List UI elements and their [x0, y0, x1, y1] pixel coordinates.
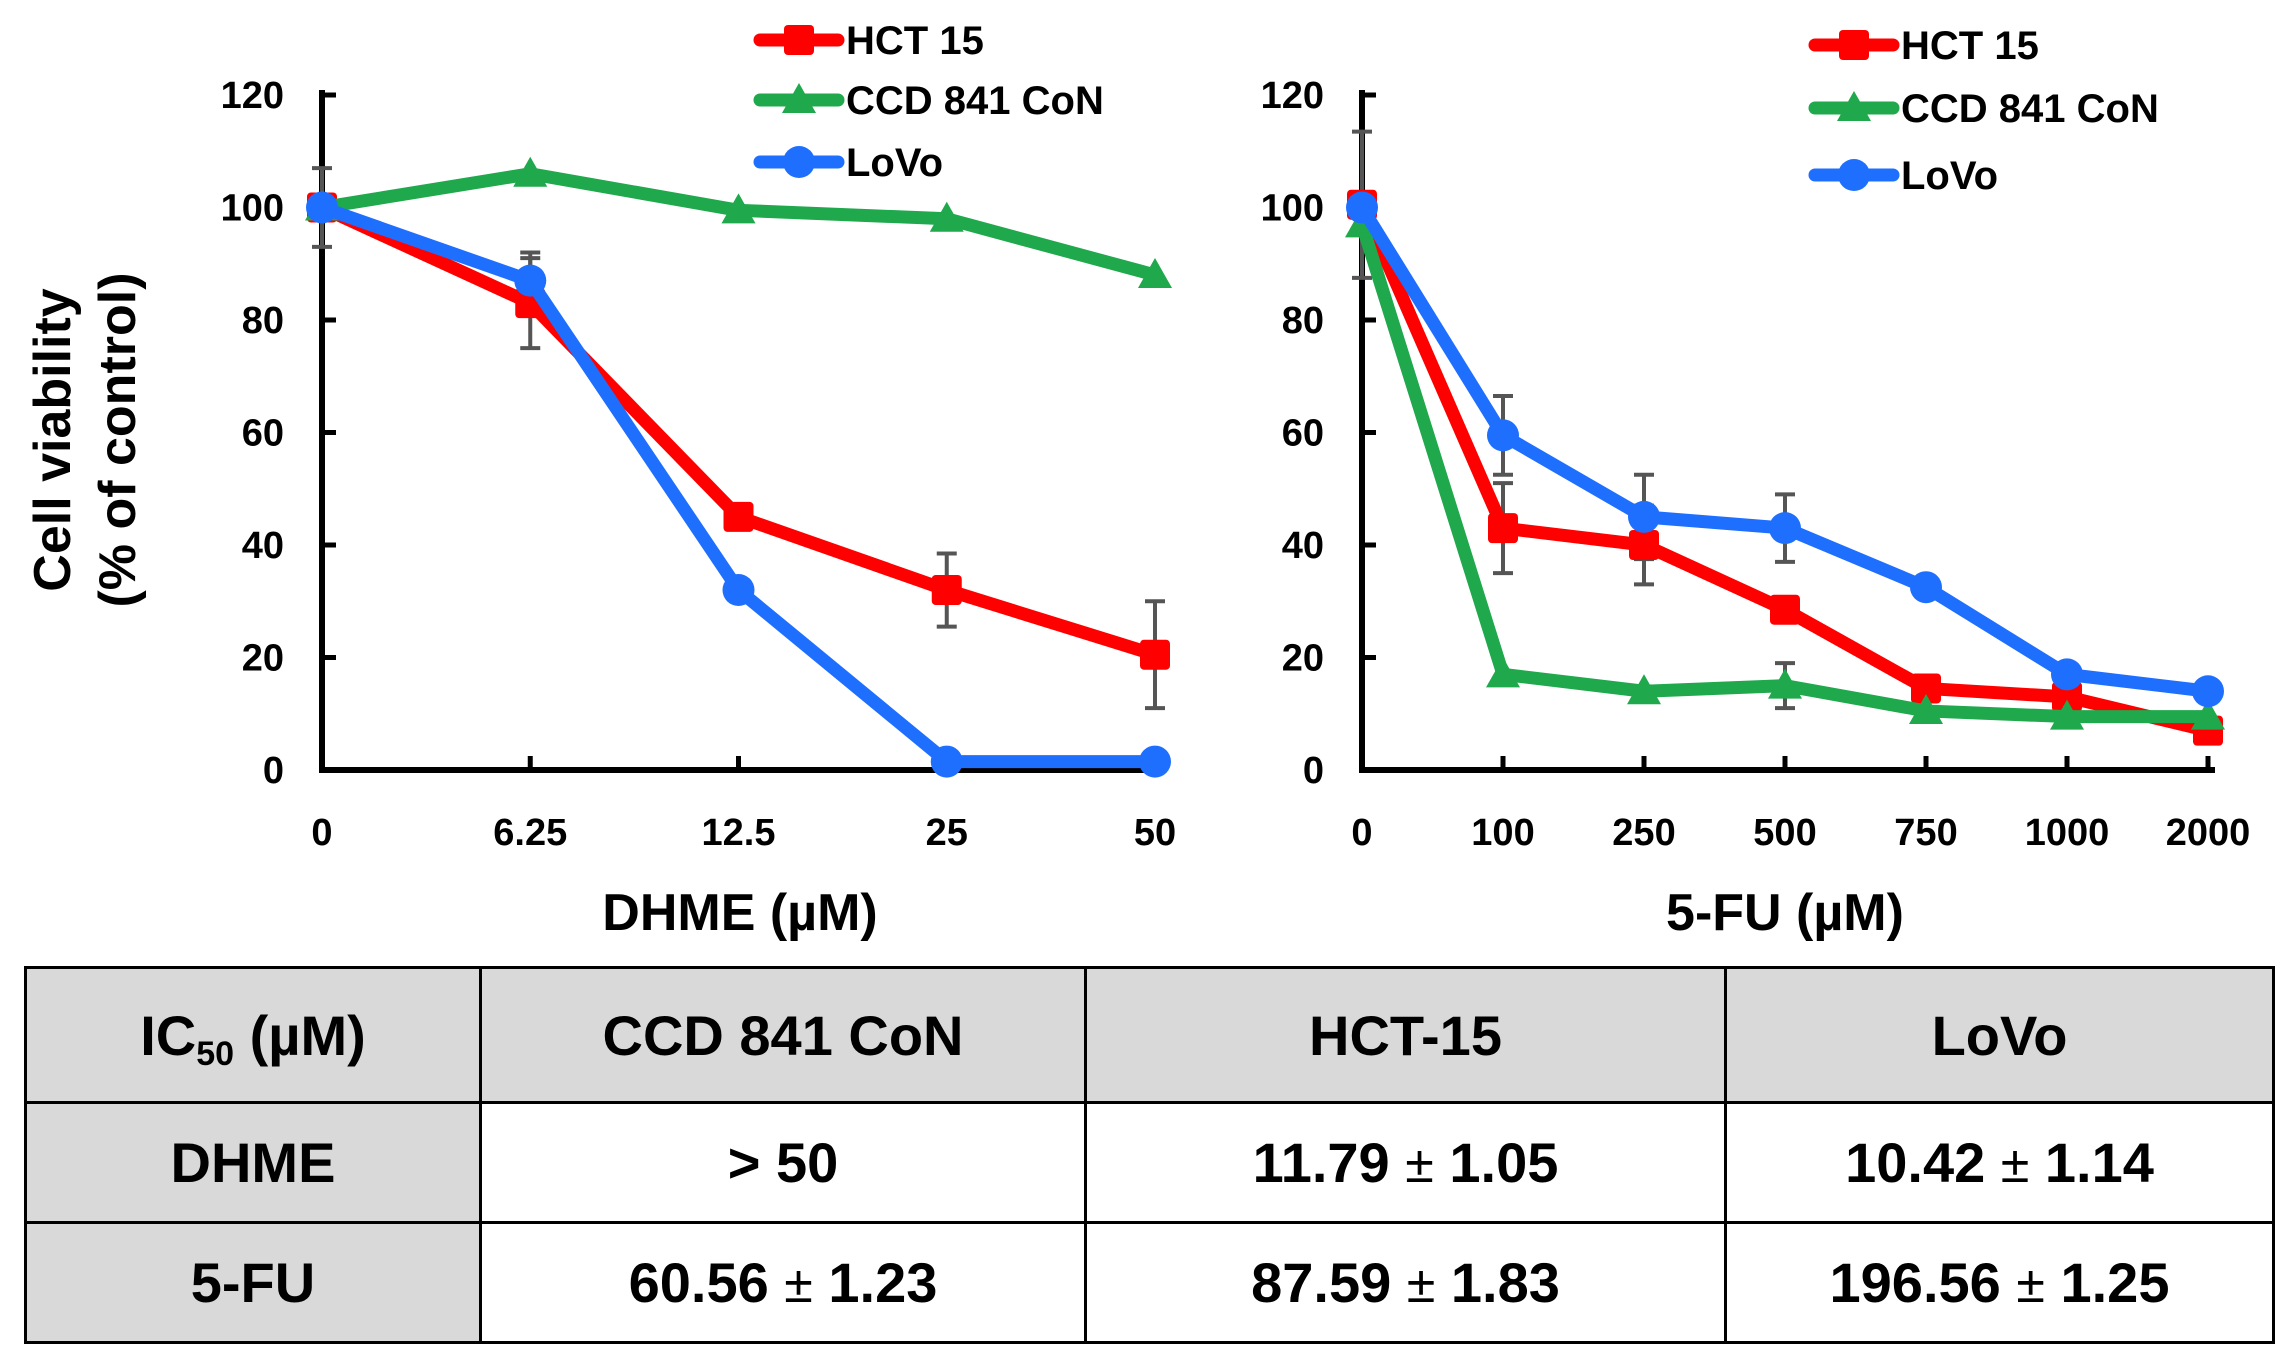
data-point-lovo: [722, 574, 755, 606]
data-point-lovo: [1769, 512, 1801, 545]
x-tick-label: 12.5: [702, 812, 776, 854]
legend-marker-hct-15: [1839, 30, 1869, 60]
y-tick-label: 0: [263, 750, 284, 792]
charts-area: 0 20 40 60 80 100 120 0 6.25 12.5 25 50 DHME (µM) Cel…: [24, 19, 2251, 942]
x-tick-label: 750: [1894, 812, 1957, 854]
data-point-lovo: [1487, 419, 1519, 452]
data-point-ccd-841-con: [2191, 699, 2225, 730]
cell-5fu-lovo: 196.56 ± 1.25: [1724, 1221, 2275, 1344]
y-tick-label: 80: [1282, 300, 1324, 342]
data-point-lovo: [1910, 571, 1942, 604]
y-tick-label: 20: [242, 638, 284, 680]
x-tick-label: 2000: [2166, 812, 2251, 854]
data-point-lovo: [1139, 745, 1171, 778]
data-point-ccd-841-con: [513, 156, 548, 187]
y-tick-label: 40: [242, 525, 284, 567]
legend-marker-hct-15: [784, 25, 814, 55]
series-line-lovo: [315, 201, 1162, 769]
legend-label-ccd-841-con: CCD 841 CoN: [846, 79, 1104, 123]
data-point-hct-15: [1629, 530, 1659, 560]
y-tick-label: 60: [242, 413, 284, 455]
y-tick-label: 80: [242, 300, 284, 342]
header-lovo: LoVo: [1724, 966, 2275, 1104]
y-tick-label: 0: [1303, 750, 1324, 792]
legend-label-lovo: LoVo: [1901, 154, 1998, 198]
x-tick-label: 25: [926, 812, 968, 854]
x-tick-label: 250: [1612, 812, 1675, 854]
data-point-lovo: [514, 264, 547, 297]
legend-marker-lovo: [1838, 159, 1870, 191]
data-point-lovo: [2051, 658, 2083, 691]
y-tick-label: 120: [221, 75, 284, 117]
data-point-ccd-841-con: [1909, 693, 1943, 724]
y-tick-label: 40: [1282, 525, 1324, 567]
row-label-5fu: 5-FU: [24, 1221, 482, 1344]
cell-dhme-hct15: 11.79 ± 1.05: [1084, 1101, 1727, 1224]
data-point-lovo: [2192, 675, 2224, 708]
data-point-lovo: [306, 191, 338, 224]
y-tick-label: 20: [1282, 638, 1324, 680]
y-tick-label: 100: [221, 188, 284, 230]
data-point-hct-15: [1140, 639, 1170, 670]
data-point-ccd-841-con: [1486, 657, 1520, 688]
legend-marker-lovo: [783, 146, 815, 178]
cell-5fu-hct15: 87.59 ± 1.83: [1084, 1221, 1727, 1344]
data-point-ccd-841-con: [1627, 674, 1661, 705]
dhme-viability-chart: 0 20 40 60 80 100 120 0 6.25 12.5 25 50 DHME (µM) Cel…: [24, 19, 1176, 942]
data-point-ccd-841-con: [1768, 668, 1802, 699]
data-point-hct-15: [2052, 681, 2082, 712]
row-label-dhme: DHME: [24, 1101, 482, 1224]
x-tick-label: 0: [1351, 812, 1372, 854]
legend-marker-ccd-841-con: [782, 83, 816, 113]
x-tick-label: 1000: [2025, 812, 2110, 854]
header-hct15: HCT-15: [1084, 966, 1727, 1104]
table-header-row: IC50 (µM) CCD 841 CoN HCT-15 LoVo: [24, 966, 2275, 1104]
legend-label-lovo: LoVo: [846, 141, 943, 185]
legend-label-hct-15: HCT 15: [1901, 24, 2039, 68]
cell-dhme-lovo: 10.42 ± 1.14: [1724, 1101, 2275, 1224]
cell-5fu-ccd: 60.56 ± 1.23: [479, 1221, 1087, 1344]
data-point-hct-15: [723, 501, 754, 532]
table-row: DHME > 50 11.79 ± 1.05 10.42 ± 1.14: [24, 1101, 2275, 1224]
legend-label-ccd-841-con: CCD 841 CoN: [1901, 87, 2159, 131]
y-axis-title-line2: (% of control): [89, 272, 147, 607]
header-ccd841con: CCD 841 CoN: [479, 966, 1087, 1104]
x-tick-label: 100: [1471, 812, 1534, 854]
data-point-lovo: [930, 745, 963, 778]
x-tick-label: 500: [1753, 812, 1816, 854]
y-tick-label: 100: [1261, 188, 1324, 230]
data-point-lovo: [1346, 191, 1378, 224]
fu-viability-chart: 0 20 40 60 80 100 120 0 100 250 500 750 1000 2000 5-FU…: [1261, 24, 2251, 942]
cell-dhme-ccd: > 50: [479, 1101, 1087, 1224]
table-row: 5-FU 60.56 ± 1.23 87.59 ± 1.83 196.56 ± …: [24, 1221, 2275, 1344]
y-tick-label: 120: [1261, 75, 1324, 117]
series-line-hct-15: [1355, 198, 2215, 738]
data-point-lovo: [1628, 500, 1660, 533]
series-line-ccd-841-con: [1355, 217, 2215, 724]
y-tick-label: 60: [1282, 413, 1324, 455]
ic50-table: IC50 (µM) CCD 841 CoN HCT-15 LoVo DHME >…: [24, 966, 2275, 1344]
data-point-hct-15: [1770, 594, 1800, 625]
x-tick-label: 6.25: [493, 812, 567, 854]
header-ic50: IC50 (µM): [24, 966, 482, 1104]
x-axis-title: DHME (µM): [602, 884, 877, 942]
data-point-ccd-841-con: [929, 201, 964, 232]
data-point-hct-15: [1911, 673, 1941, 704]
legend-label-hct-15: HCT 15: [846, 19, 984, 63]
y-axis-title-line1: Cell viability: [24, 288, 82, 592]
data-point-hct-15: [931, 575, 962, 605]
legend-marker-ccd-841-con: [1837, 91, 1871, 121]
x-axis-title: 5-FU (µM): [1666, 884, 1904, 942]
data-point-ccd-841-con: [2050, 699, 2084, 730]
data-point-ccd-841-con: [721, 193, 756, 224]
data-point-ccd-841-con: [1138, 258, 1172, 288]
x-tick-label: 0: [311, 812, 332, 854]
x-tick-label: 50: [1134, 812, 1176, 854]
data-point-hct-15: [1488, 513, 1518, 544]
